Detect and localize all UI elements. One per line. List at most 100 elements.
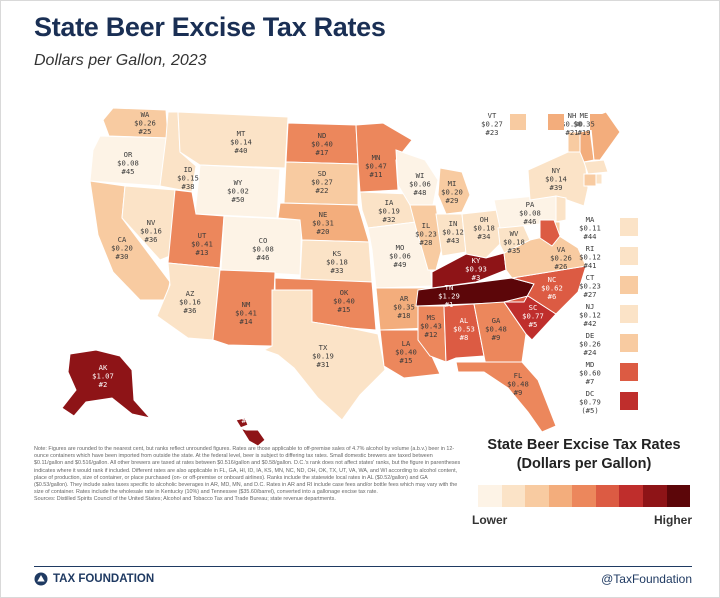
legend-swatch-8 — [642, 485, 667, 507]
state-label-ut-line2: $0.41 — [191, 240, 213, 249]
state-label-ia-line3: #32 — [383, 215, 396, 224]
state-label-ar-line3: #18 — [398, 311, 411, 320]
legend-swatch-7 — [619, 485, 643, 507]
state-label-hi-line2: $0.93 — [235, 408, 257, 417]
state-label-tn-line2: $1.29 — [438, 292, 460, 301]
state-label-ne-line2: $0.31 — [312, 219, 334, 228]
swatch-vt — [510, 114, 526, 130]
state-label-ok-line3: #15 — [338, 305, 351, 314]
state-label-co-line3: #46 — [257, 253, 270, 262]
state-label-md-line2: $0.60 — [579, 369, 601, 378]
swatch-nj — [620, 305, 638, 323]
state-label-al-line1: AL — [460, 316, 469, 325]
note-text: Note: Figures are rounded to the nearest… — [34, 446, 461, 496]
state-label-sc-line2: $0.77 — [522, 312, 544, 321]
state-label-sd-line3: #22 — [316, 186, 329, 195]
state-label-fl-line3: #9 — [514, 388, 523, 397]
footer-logo-text: TAX FOUNDATION — [53, 573, 155, 585]
state-label-fl-line2: $0.48 — [507, 380, 529, 389]
state-label-pa-line2: $0.08 — [519, 209, 541, 218]
state-label-il-line1: IL — [422, 221, 431, 230]
swatch-dc — [620, 392, 638, 410]
state-label-nv-line3: #36 — [145, 235, 158, 244]
legend-swatch-3 — [525, 485, 549, 507]
state-label-hi-line3: #4 — [242, 416, 251, 425]
state-label-de-line3: #24 — [584, 348, 597, 357]
state-label-ut-line1: UT — [198, 231, 207, 240]
state-label-dc-line1: DC — [586, 389, 595, 398]
legend-title-line2: (Dollars per Gallon) — [516, 456, 652, 472]
state-label-sc-line1: SC — [529, 303, 538, 312]
state-label-nj-line3: #42 — [584, 319, 597, 328]
legend-swatch-5 — [572, 485, 596, 507]
state-label-ne-line1: NE — [319, 210, 328, 219]
state-label-in-line1: IN — [449, 219, 458, 228]
state-label-nh-line2: $0.30 — [561, 120, 583, 129]
legend-low-label: Lower — [472, 513, 508, 527]
state-label-la-line2: $0.40 — [395, 348, 417, 357]
state-label-il-line3: #28 — [420, 238, 433, 247]
state-label-az-line3: #36 — [184, 306, 197, 315]
state-label-wy-line2: $0.02 — [227, 187, 249, 196]
state-label-ok-line1: OK — [340, 288, 349, 297]
state-label-va-line1: VA — [557, 245, 566, 254]
state-label-in-line3: #43 — [447, 236, 460, 245]
state-label-ny-line1: NY — [552, 166, 561, 175]
state-al — [443, 303, 485, 363]
state-label-de-line1: DE — [586, 331, 595, 340]
state-label-mi-line1: MI — [448, 179, 457, 188]
state-label-ks-line3: #33 — [331, 266, 344, 275]
state-label-wi-line2: $0.06 — [409, 180, 431, 189]
state-label-vt-line3: #23 — [486, 128, 499, 137]
state-label-ri-line1: RI — [586, 244, 595, 253]
state-nv — [121, 185, 176, 261]
state-label-ma-line2: $0.11 — [579, 224, 601, 233]
state-label-me-line1: ME — [580, 111, 589, 120]
state-label-ok-line2: $0.40 — [333, 297, 355, 306]
state-label-nm-line3: #14 — [240, 317, 253, 326]
state-label-ga-line3: #9 — [492, 333, 501, 342]
state-label-nc-line3: #6 — [548, 292, 557, 301]
state-hi — [235, 417, 266, 447]
state-label-vt-line1: VT — [488, 111, 497, 120]
state-label-wv-line3: #35 — [508, 246, 521, 255]
legend-swatch-1 — [478, 485, 502, 507]
state-label-tn-line3: #1 — [445, 300, 454, 309]
state-label-de-line2: $0.26 — [579, 340, 601, 349]
state-label-ca-line1: CA — [118, 235, 127, 244]
state-label-mi-line2: $0.20 — [441, 188, 463, 197]
state-ma — [583, 159, 609, 175]
state-nc — [503, 265, 587, 315]
legend-swatch-6 — [595, 485, 620, 507]
swatch-md — [620, 363, 638, 381]
state-label-nd-line3: #17 — [316, 148, 329, 157]
footer-logo: TAX FOUNDATION — [34, 572, 154, 586]
swatch-ct — [620, 276, 638, 294]
state-label-wa-line1: WA — [141, 110, 150, 119]
state-label-oh-line1: OH — [480, 215, 489, 224]
swatch-de — [620, 334, 638, 352]
state-label-nm-line1: NM — [242, 300, 251, 309]
state-label-md-line3: #7 — [586, 377, 595, 386]
legend-color-scale — [478, 485, 691, 507]
state-label-ca-line2: $0.20 — [111, 244, 133, 253]
state-label-ct-line2: $0.23 — [579, 282, 601, 291]
swatch-ma — [620, 218, 638, 236]
state-label-tx-line1: TX — [319, 343, 328, 352]
state-label-ky-line1: KY — [472, 256, 481, 265]
legend-title: State Beer Excise Tax Rates (Dollars per… — [470, 436, 698, 474]
state-label-az-line1: AZ — [186, 289, 195, 298]
state-label-sd-line1: SD — [318, 169, 327, 178]
state-label-az-line2: $0.16 — [179, 298, 201, 307]
state-label-tx-line2: $0.19 — [312, 352, 334, 361]
state-label-ak-line1: AK — [99, 363, 108, 372]
state-label-mt-line3: #40 — [235, 146, 248, 155]
state-label-ar-line1: AR — [400, 294, 409, 303]
state-nm — [212, 269, 276, 347]
state-label-il-line2: $0.23 — [415, 230, 437, 239]
state-label-or-line3: #45 — [122, 167, 135, 176]
state-ct — [583, 173, 597, 187]
state-label-mo-line2: $0.06 — [389, 252, 411, 261]
state-label-mo-line1: MO — [396, 243, 405, 252]
state-tx — [262, 289, 386, 421]
